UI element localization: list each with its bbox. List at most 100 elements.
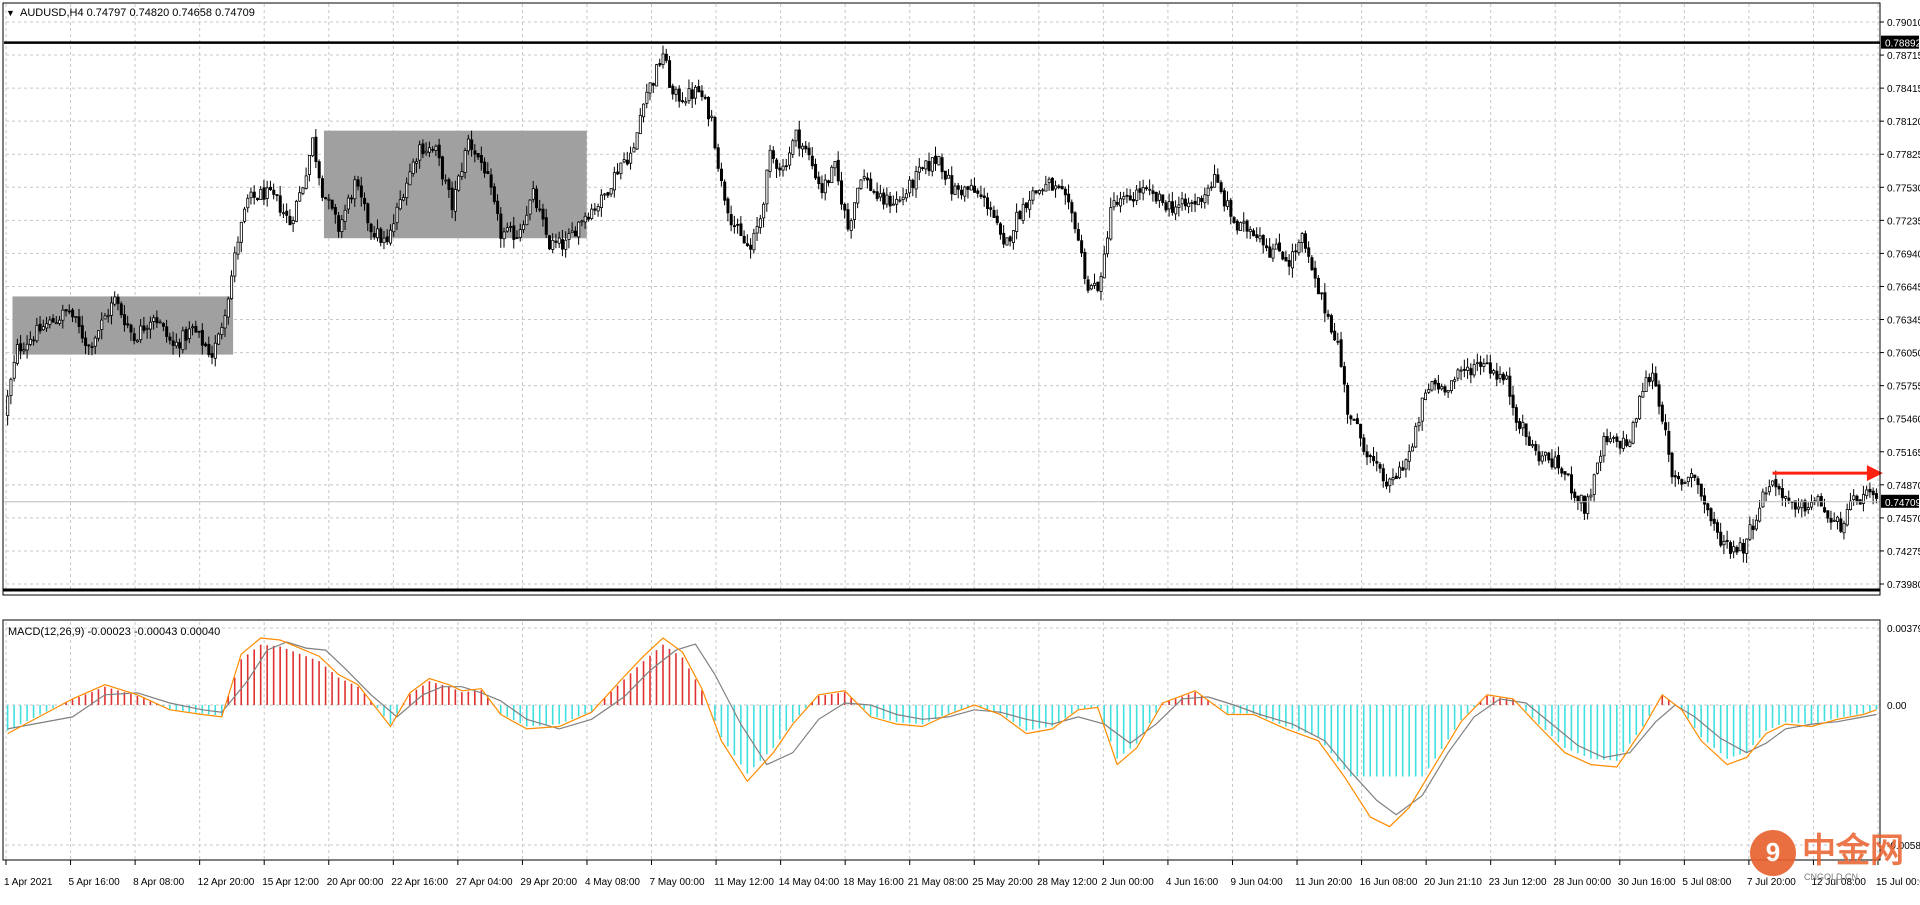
candle-body — [1190, 202, 1194, 205]
candle-body — [859, 179, 863, 189]
candle-body — [1735, 547, 1739, 553]
candle-body — [606, 192, 610, 196]
candle-body — [1677, 475, 1681, 480]
candle-body — [551, 239, 555, 250]
chart-frame — [2, 2, 1881, 861]
candle-body — [814, 163, 818, 179]
candle-body — [363, 197, 367, 205]
price-pane-frame — [2, 2, 1881, 596]
candle-body — [788, 152, 792, 166]
candle-body — [450, 187, 454, 211]
candle-body — [346, 197, 350, 210]
candle-body — [1044, 183, 1048, 192]
candle-body — [1651, 372, 1655, 382]
candle-body — [1544, 451, 1548, 456]
candle-body — [794, 129, 798, 142]
candle-body — [1378, 464, 1382, 469]
candle-body — [609, 188, 613, 195]
candle-body — [797, 129, 801, 149]
candle-body — [1754, 519, 1758, 530]
candle-body — [204, 343, 208, 347]
candle-body — [752, 232, 756, 251]
time-axis[interactable]: 1 Apr 2021 5 Apr 16:00 8 Apr 08:00 12 Apr 2… — [4, 860, 1920, 888]
price-axis[interactable]: 0.79010 0.78715 0.78415 0.78120 0.77825 0.775… — [1880, 18, 1920, 852]
candle-body — [586, 216, 590, 220]
candle-body — [1329, 315, 1333, 333]
candle-body — [522, 224, 526, 230]
candle-body — [1621, 437, 1625, 449]
candle-body — [22, 349, 26, 352]
candle-body — [1031, 190, 1035, 201]
candle-body — [45, 323, 49, 329]
candle-body — [1248, 228, 1252, 233]
candle-body — [97, 330, 101, 339]
candle-body — [1498, 374, 1502, 379]
time-tick-label: 21 May 08:00 — [908, 877, 969, 888]
candle-body — [1745, 538, 1749, 554]
time-tick-label: 27 Apr 04:00 — [456, 877, 513, 888]
candle-body — [476, 153, 480, 158]
candle-body — [243, 208, 247, 222]
candle-body — [830, 166, 834, 184]
watermark: 9 中金网 CNGOLD.CN — [1750, 823, 1904, 882]
candle-body — [440, 156, 444, 180]
candle-body — [1793, 500, 1797, 510]
candle-body — [872, 191, 876, 193]
candle-body — [479, 155, 483, 163]
candle-body — [307, 155, 311, 175]
candle-body — [191, 326, 195, 329]
candle-body — [1157, 193, 1161, 201]
candle-body — [1436, 382, 1440, 390]
candle-body — [1203, 194, 1207, 204]
candle-body — [1501, 373, 1505, 381]
time-tick-label: 12 Jul 08:00 — [1811, 877, 1866, 888]
candle-body — [453, 189, 457, 212]
candle-body — [1631, 422, 1635, 444]
candle-body — [382, 237, 386, 243]
candle-body — [891, 203, 895, 206]
candle-body — [1482, 363, 1486, 367]
candle-body — [1608, 438, 1612, 442]
candle-body — [1128, 195, 1132, 201]
candle-body — [1527, 436, 1531, 446]
candle-body — [366, 203, 370, 224]
candle-body — [1268, 246, 1272, 258]
candle-body — [982, 195, 986, 198]
candle-body — [538, 208, 542, 211]
candle-body — [278, 195, 282, 213]
candle-body — [252, 191, 256, 198]
candle-body — [531, 188, 535, 200]
candle-body — [1586, 496, 1590, 514]
candle-body — [1037, 190, 1041, 194]
price-tick-label: 0.77235 — [1887, 216, 1920, 227]
candle-body — [719, 168, 723, 182]
candle-body — [1521, 421, 1525, 429]
candle-body — [846, 209, 850, 230]
candle-body — [314, 136, 318, 163]
candle-body — [415, 161, 419, 164]
candle-body — [84, 337, 88, 347]
candle-body — [1449, 380, 1453, 392]
candle-body — [1430, 381, 1434, 391]
candle-body — [1391, 477, 1395, 481]
candle-body — [1495, 370, 1499, 380]
candle-body — [732, 225, 736, 228]
candle-body — [1054, 185, 1058, 190]
candle-body — [1664, 422, 1668, 431]
candle-body — [1443, 386, 1447, 393]
candle-body — [1375, 461, 1379, 464]
symbol-marker-icon[interactable]: ▼ — [6, 8, 15, 18]
candle-body — [726, 198, 730, 214]
candle-body — [1647, 376, 1651, 383]
candle-body — [827, 180, 831, 184]
candle-body — [713, 116, 717, 149]
candle-body — [1550, 458, 1554, 468]
candle-body — [1196, 197, 1200, 206]
candle-body — [924, 160, 928, 170]
candle-body — [152, 317, 156, 322]
candle-body — [1832, 519, 1836, 522]
candle-body — [181, 330, 185, 351]
candle-body — [1219, 182, 1223, 192]
candle-body — [1670, 452, 1674, 478]
